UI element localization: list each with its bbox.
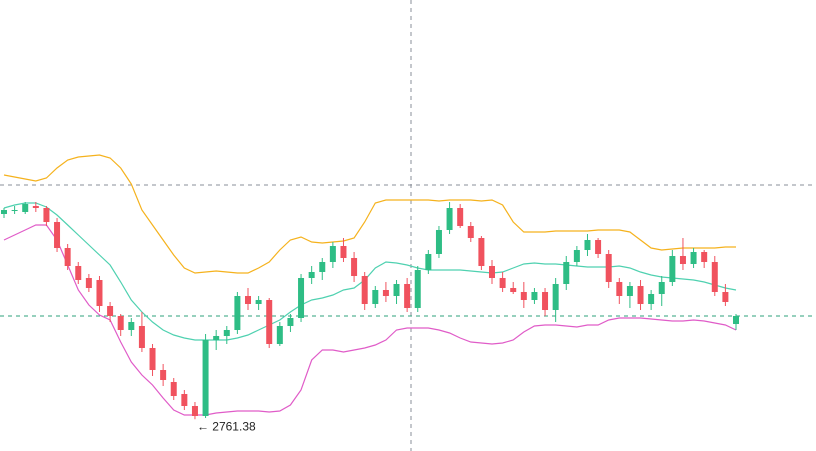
candle-body	[499, 278, 506, 288]
candle-body	[690, 252, 697, 264]
candle-body	[149, 348, 156, 370]
candle-body	[245, 296, 251, 304]
candle-body	[202, 340, 209, 416]
candle-body	[266, 300, 273, 344]
candle-body	[107, 306, 114, 316]
candle-body	[520, 292, 527, 300]
band-line	[3, 154, 736, 274]
candle-body	[138, 326, 145, 348]
plot: ← 2761.38	[1, 154, 739, 433]
candle-body	[223, 330, 230, 336]
candle-body	[234, 296, 241, 330]
candle-body	[542, 292, 549, 310]
candle-body	[22, 204, 29, 212]
candle-body	[510, 288, 517, 292]
band-line	[3, 224, 737, 416]
candle-body	[54, 222, 61, 248]
candle-body	[733, 316, 739, 324]
candle-body	[595, 240, 602, 254]
candle-body	[351, 258, 358, 276]
candle-body	[382, 290, 389, 296]
candle-body	[489, 266, 495, 278]
candle-body	[298, 278, 305, 318]
candle-body	[616, 282, 623, 296]
candle-body	[319, 262, 326, 272]
candle-body	[372, 290, 379, 304]
candle-body	[1, 210, 7, 214]
candle-body	[32, 206, 39, 208]
candle-body	[457, 208, 464, 226]
candle-body	[128, 322, 135, 330]
candle-body	[626, 286, 633, 296]
candle-body	[648, 294, 655, 304]
candle-body	[117, 316, 124, 330]
candle-body	[191, 406, 198, 416]
candle-body	[96, 280, 103, 306]
candle-body	[425, 254, 432, 270]
candle-body	[85, 278, 92, 288]
candle-body	[679, 256, 686, 264]
candle-body	[584, 240, 591, 250]
candle-body	[393, 284, 400, 296]
candle-body	[64, 248, 71, 266]
candle-body	[361, 276, 368, 304]
candle-body	[181, 394, 188, 406]
candle-body	[308, 272, 315, 278]
candle-body	[552, 284, 559, 310]
candle-body	[276, 326, 283, 344]
candle-body	[329, 246, 336, 262]
band-line	[3, 202, 737, 341]
candle-body	[467, 226, 474, 238]
candle-body	[669, 256, 676, 282]
candle-body	[446, 208, 453, 230]
candle-body	[658, 282, 665, 294]
candle-body	[11, 210, 18, 211]
candle-body	[701, 252, 708, 262]
candle-body	[531, 292, 538, 300]
annotation: ← 2761.38	[197, 419, 256, 433]
candle-body	[573, 250, 580, 262]
candle-body	[213, 336, 220, 340]
candle-body	[637, 286, 644, 304]
candle-body	[722, 292, 729, 302]
candle-body	[43, 208, 50, 222]
candle-body	[255, 300, 262, 304]
candle-body	[170, 382, 177, 396]
candle-body	[404, 284, 411, 308]
candle-body	[75, 266, 82, 280]
candle-body	[711, 262, 718, 292]
candle-body	[287, 318, 294, 326]
candle-body	[435, 230, 442, 254]
candle-body	[478, 238, 485, 266]
candle-body	[605, 254, 612, 282]
candle-body	[563, 262, 570, 284]
candle-body	[160, 370, 167, 380]
candle-body	[414, 270, 421, 308]
candle-body	[340, 246, 347, 258]
